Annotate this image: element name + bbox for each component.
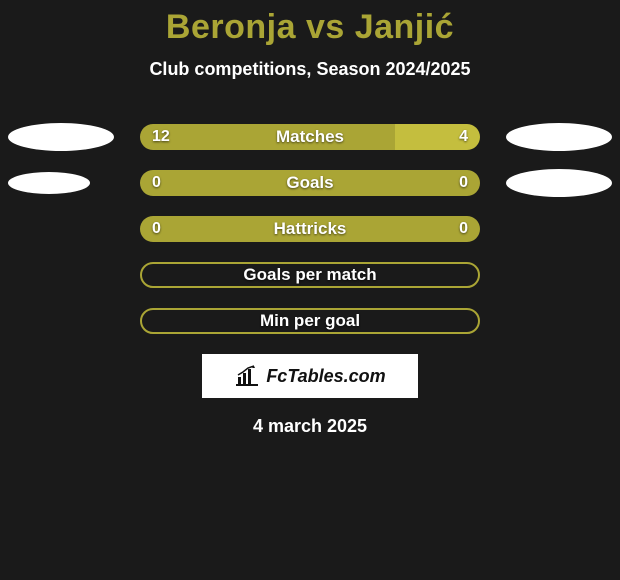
- player-avatar-left: [8, 172, 90, 194]
- stat-value-left: 0: [152, 220, 161, 238]
- stat-row: Min per goal: [0, 298, 620, 344]
- stat-bar: Goals0 0: [140, 170, 480, 196]
- bars-icon: [234, 365, 260, 387]
- stat-label: Matches: [140, 127, 480, 147]
- player-avatar-right: [506, 123, 612, 151]
- stat-row: Matches12 4: [0, 114, 620, 160]
- player-avatar-right: [506, 169, 612, 197]
- stat-bar: Min per goal: [140, 308, 480, 334]
- stat-bar: Goals per match: [140, 262, 480, 288]
- comparison-widget: Beronja vs Janjić Club competitions, Sea…: [0, 0, 620, 437]
- stat-label: Hattricks: [140, 219, 480, 239]
- player-avatar-left: [8, 123, 114, 151]
- date-label: 4 march 2025: [0, 416, 620, 437]
- stat-value-right: 0: [459, 220, 468, 238]
- stat-bar: Matches12 4: [140, 124, 480, 150]
- stat-rows: Matches124Goals00Hattricks00Goals per ma…: [0, 114, 620, 344]
- stat-label: Min per goal: [142, 311, 478, 331]
- stat-row: Goals per match: [0, 252, 620, 298]
- stat-label: Goals per match: [142, 265, 478, 285]
- stat-row: Hattricks0 0: [0, 206, 620, 252]
- source-badge[interactable]: FcTables.com: [202, 354, 418, 398]
- stat-value-right: 4: [459, 128, 468, 146]
- stat-value-left: 0: [152, 174, 161, 192]
- stat-bar: Hattricks0 0: [140, 216, 480, 242]
- stat-label: Goals: [140, 173, 480, 193]
- badge-logo: FcTables.com: [234, 365, 385, 387]
- stat-row: Goals0 0: [0, 160, 620, 206]
- badge-text: FcTables.com: [266, 366, 385, 387]
- stat-value-right: 0: [459, 174, 468, 192]
- stat-value-left: 12: [152, 128, 170, 146]
- subtitle: Club competitions, Season 2024/2025: [0, 59, 620, 80]
- page-title: Beronja vs Janjić: [0, 8, 620, 47]
